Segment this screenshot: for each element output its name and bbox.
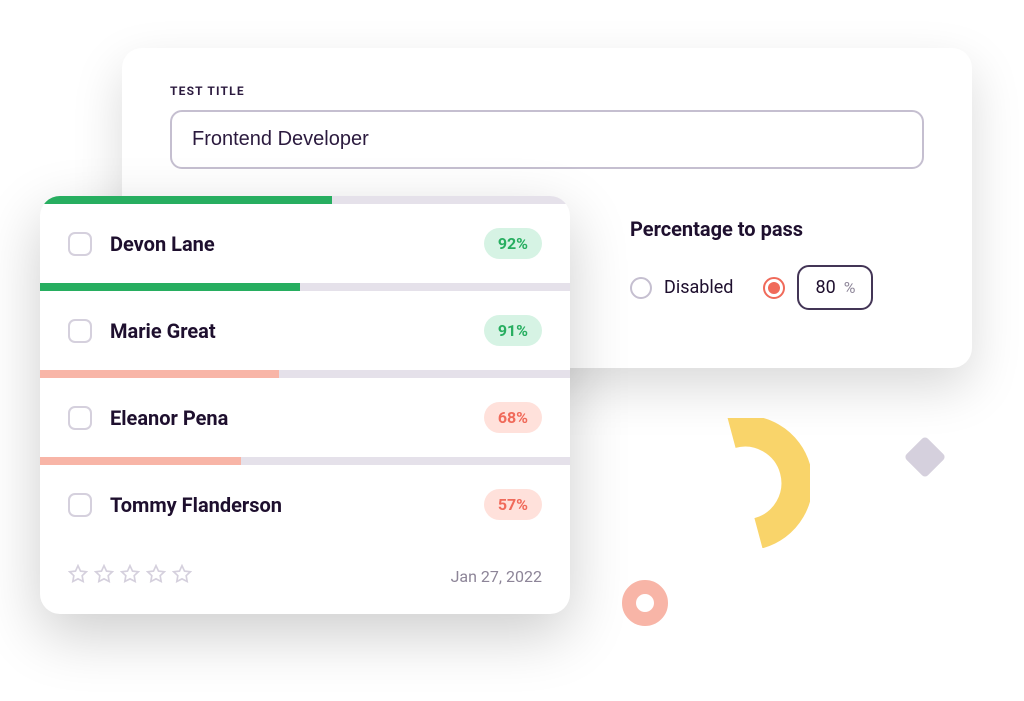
date-text: Jan 27, 2022: [451, 567, 542, 586]
star-icon[interactable]: [172, 564, 192, 588]
candidate-row[interactable]: Tommy Flanderson 57%: [40, 457, 570, 544]
candidate-name: Eleanor Pena: [110, 406, 228, 430]
test-title-input[interactable]: [170, 110, 924, 169]
candidate-row[interactable]: Devon Lane 92%: [40, 196, 570, 283]
radio-dot-icon: [768, 282, 780, 294]
star-icon[interactable]: [120, 564, 140, 588]
diamond-decoration-icon: [904, 436, 946, 478]
candidate-checkbox[interactable]: [68, 232, 92, 256]
score-badge: 91%: [484, 315, 542, 346]
candidate-checkbox[interactable]: [68, 406, 92, 430]
progress-fill: [40, 370, 279, 378]
arc-decoration-icon: [680, 418, 810, 548]
score-badge: 92%: [484, 228, 542, 259]
progress-track: [40, 457, 570, 465]
candidate-name: Marie Great: [110, 319, 216, 343]
percent-input[interactable]: 80 %: [797, 265, 873, 310]
candidate-checkbox[interactable]: [68, 319, 92, 343]
star-icon[interactable]: [94, 564, 114, 588]
candidate-row[interactable]: Eleanor Pena 68%: [40, 370, 570, 457]
percent-symbol: %: [844, 278, 856, 297]
progress-fill: [40, 283, 300, 291]
candidate-checkbox[interactable]: [68, 493, 92, 517]
percentage-heading: Percentage to pass: [630, 217, 924, 241]
card-footer: Jan 27, 2022: [40, 544, 570, 614]
progress-fill: [40, 457, 241, 465]
progress-track: [40, 196, 570, 204]
candidates-card: Devon Lane 92% Marie Great 91% Eleanor Pena 6…: [40, 196, 570, 614]
progress-track: [40, 283, 570, 291]
test-title-label: TEST TITLE: [170, 84, 924, 98]
candidate-row[interactable]: Marie Great 91%: [40, 283, 570, 370]
progress-track: [40, 370, 570, 378]
radio-value[interactable]: 80 %: [763, 265, 873, 310]
star-icon[interactable]: [68, 564, 88, 588]
radio-disabled[interactable]: Disabled: [630, 277, 733, 299]
progress-fill: [40, 196, 332, 204]
candidate-name: Devon Lane: [110, 232, 215, 256]
donut-decoration-icon: [622, 580, 668, 626]
radio-icon: [763, 277, 785, 299]
score-badge: 57%: [484, 489, 542, 520]
percent-value: 80: [815, 277, 835, 298]
percentage-to-pass-section: Percentage to pass Disabled 80 %: [630, 217, 924, 310]
candidate-name: Tommy Flanderson: [110, 493, 282, 517]
score-badge: 68%: [484, 402, 542, 433]
star-icon[interactable]: [146, 564, 166, 588]
radio-icon: [630, 277, 652, 299]
radio-disabled-label: Disabled: [664, 277, 733, 298]
percentage-options-row: Disabled 80 %: [630, 265, 924, 310]
rating-stars[interactable]: [68, 564, 192, 588]
